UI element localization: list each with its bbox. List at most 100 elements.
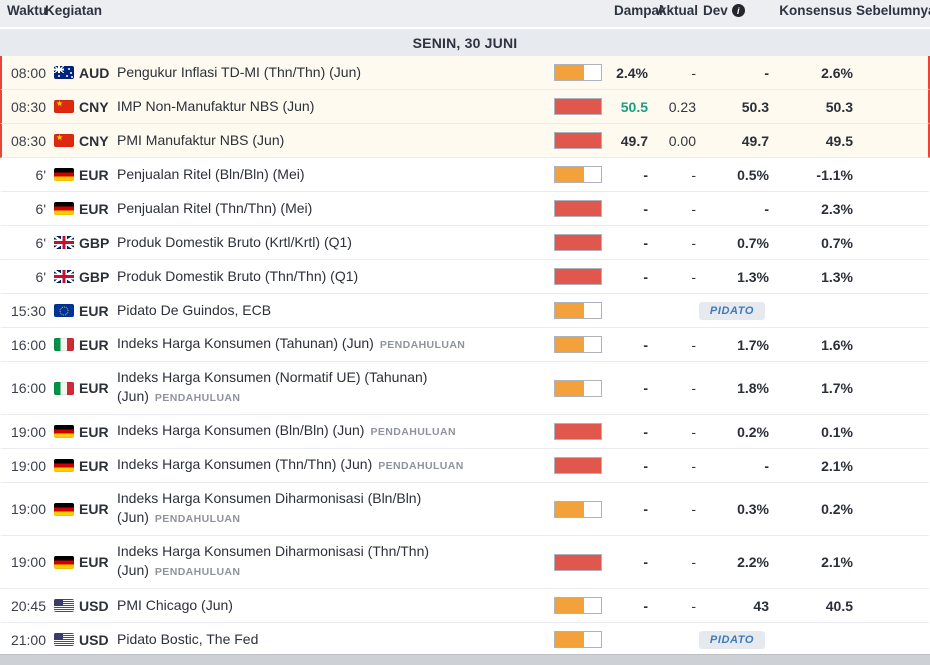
impact-bar-icon (554, 597, 602, 614)
currency-code: USD (79, 631, 109, 648)
event-name[interactable]: Penjualan Ritel (Thn/Thn) (Mei) (117, 193, 548, 224)
event-title: PMI Chicago (Jun) (117, 597, 233, 613)
event-title: Produk Domestik Bruto (Krtl/Krtl) (Q1) (117, 234, 352, 250)
deviation-value: - (691, 200, 696, 217)
table-row[interactable]: 16:00 EUR Indeks Harga Konsumen (Tahunan… (0, 328, 930, 362)
event-name[interactable]: Indeks Harga Konsumen (Thn/Thn) (Jun) PEN… (117, 449, 548, 482)
preliminary-tag: PENDAHULUAN (378, 460, 464, 472)
impact-bar-icon (554, 302, 602, 319)
country-flag-icon (54, 270, 74, 283)
country-flag-icon (54, 236, 74, 249)
impact-bar-icon (554, 379, 602, 397)
preliminary-tag: PENDAHULUAN (154, 566, 241, 578)
speech-badge[interactable]: PIDATO (698, 630, 766, 649)
table-row[interactable]: 6' GBP Produk Domestik Bruto (Krtl/Krtl)… (0, 226, 930, 260)
event-title: Indeks Harga Konsumen (Bln/Bln) (Jun) (117, 422, 365, 438)
event-name[interactable]: Produk Domestik Bruto (Thn/Thn) (Q1) (117, 261, 548, 292)
currency-code: GBP (79, 234, 110, 251)
country-cell: EUR (54, 303, 117, 319)
country-cell: AUD (54, 65, 117, 81)
actual-value: - (643, 200, 648, 217)
actual-value: 50.5 (620, 98, 648, 115)
event-title: Indeks Harga Konsumen Diharmonisasi (Thn… (117, 543, 430, 578)
actual-value: - (643, 380, 648, 396)
impact-indicator (548, 597, 608, 614)
impact-bar-fill (555, 424, 601, 439)
impact-bar-fill (555, 632, 584, 647)
preliminary-tag: PENDAHULUAN (379, 339, 466, 351)
table-row[interactable]: 08:30 CNY PMI Manufaktur NBS (Jun) 49.7 … (0, 124, 930, 158)
deviation-value: - (691, 380, 696, 396)
table-row[interactable]: 19:00 EUR Indeks Harga Konsumen (Thn/Thn… (0, 449, 930, 483)
impact-bar-fill (555, 303, 584, 318)
currency-code: CNY (79, 98, 109, 115)
country-flag-icon (54, 66, 74, 79)
event-name[interactable]: Pengukur Inflasi TD-MI (Thn/Thn) (Jun) (117, 57, 548, 88)
dev-info-icon[interactable]: i (731, 4, 745, 17)
impact-bar-icon (554, 98, 602, 115)
country-cell: EUR (54, 458, 117, 474)
event-name[interactable]: Indeks Harga Konsumen (Tahunan) (Jun) PEN… (117, 328, 548, 361)
impact-bar-fill (555, 201, 601, 216)
event-name[interactable]: PMI Chicago (Jun) (117, 590, 548, 621)
table-row[interactable]: 19:00 EUR Indeks Harga Konsumen (Bln/Bln… (0, 415, 930, 449)
table-row[interactable]: 19:00 EUR Indeks Harga Konsumen Diharmon… (0, 536, 930, 589)
impact-bar-fill (555, 458, 601, 473)
impact-indicator (548, 457, 608, 474)
impact-bar-icon (554, 200, 602, 217)
table-row[interactable]: 21:00 USD Pidato Bostic, The Fed PIDATO (0, 623, 930, 657)
speech-badge-cell: PIDATO (608, 301, 856, 320)
event-time: 08:30 (10, 98, 46, 115)
speech-badge[interactable]: PIDATO (698, 301, 766, 320)
deviation-value: - (691, 501, 696, 517)
previous-value: 0.7% (821, 234, 853, 251)
event-name[interactable]: Indeks Harga Konsumen Diharmonisasi (Bln… (117, 483, 548, 535)
impact-indicator (548, 132, 608, 149)
event-name[interactable]: Produk Domestik Bruto (Krtl/Krtl) (Q1) (117, 227, 548, 258)
table-row[interactable]: 08:00 AUD Pengukur Inflasi TD-MI (Thn/Th… (0, 56, 930, 90)
table-row[interactable]: 08:30 CNY IMP Non-Manufaktur NBS (Jun) 5… (0, 90, 930, 124)
table-row[interactable]: 6' EUR Penjualan Ritel (Bln/Bln) (Mei) -… (0, 158, 930, 192)
event-time: 16:00 (10, 380, 46, 396)
deviation-value: 0.23 (668, 98, 696, 115)
previous-value: -1.1% (816, 166, 853, 183)
table-row[interactable]: 6' GBP Produk Domestik Bruto (Thn/Thn) (… (0, 260, 930, 294)
event-time: 15:30 (10, 302, 46, 319)
impact-bar-icon (554, 553, 602, 571)
country-cell: CNY (54, 133, 117, 149)
event-time: 20:45 (10, 597, 46, 614)
impact-indicator (548, 98, 608, 115)
country-cell: EUR (54, 424, 117, 440)
bottom-scroll-strip[interactable] (0, 654, 930, 665)
currency-code: CNY (79, 132, 109, 149)
event-title: Pidato De Guindos, ECB (117, 302, 272, 318)
deviation-value: - (691, 554, 696, 570)
event-name[interactable]: Pidato Bostic, The Fed (117, 624, 548, 655)
currency-code: USD (79, 597, 109, 614)
event-time: 08:30 (10, 132, 46, 149)
event-name[interactable]: Pidato De Guindos, ECB (117, 295, 548, 326)
event-title: Pengukur Inflasi TD-MI (Thn/Thn) (Jun) (117, 64, 362, 80)
consensus-value: 2.2% (737, 554, 769, 570)
country-flag-icon (54, 202, 74, 215)
event-name[interactable]: Indeks Harga Konsumen (Normatif UE) (Tah… (117, 362, 548, 414)
impact-indicator (548, 336, 608, 353)
previous-value: 2.1% (821, 554, 853, 570)
event-name[interactable]: PMI Manufaktur NBS (Jun) (117, 125, 548, 156)
event-rows: 08:00 AUD Pengukur Inflasi TD-MI (Thn/Th… (0, 56, 930, 657)
event-name[interactable]: Indeks Harga Konsumen (Bln/Bln) (Jun) PEN… (117, 415, 548, 448)
table-row[interactable]: 19:00 EUR Indeks Harga Konsumen Diharmon… (0, 483, 930, 536)
event-name[interactable]: Indeks Harga Konsumen Diharmonisasi (Thn… (117, 536, 548, 588)
country-flag-icon (54, 338, 74, 351)
table-row[interactable]: 16:00 EUR Indeks Harga Konsumen (Normati… (0, 362, 930, 415)
event-name[interactable]: IMP Non-Manufaktur NBS (Jun) (117, 91, 548, 122)
deviation-value: - (691, 234, 696, 251)
event-time: 21:00 (10, 631, 46, 648)
event-name[interactable]: Penjualan Ritel (Bln/Bln) (Mei) (117, 159, 548, 190)
country-flag-icon (54, 168, 74, 181)
table-row[interactable]: 6' EUR Penjualan Ritel (Thn/Thn) (Mei) -… (0, 192, 930, 226)
table-row[interactable]: 15:30 EUR Pidato De Guindos, ECB PIDATO (0, 294, 930, 328)
impact-indicator (548, 500, 608, 518)
table-row[interactable]: 20:45 USD PMI Chicago (Jun) - - 43 40.5 (0, 589, 930, 623)
